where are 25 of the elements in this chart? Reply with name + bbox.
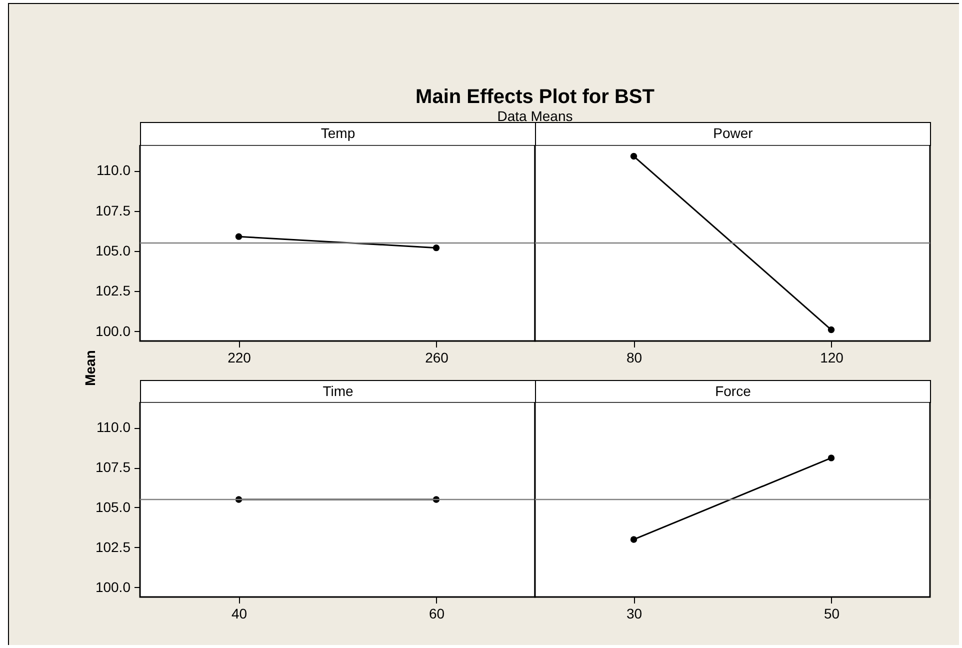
y-tick-label: 102.5 <box>95 538 131 555</box>
x-tick-label: 50 <box>824 606 840 622</box>
x-tick-label: 260 <box>425 350 449 366</box>
x-tick-label: 60 <box>428 606 445 622</box>
y-axis-title: Mean <box>82 349 98 388</box>
y-tick-label: 110.0 <box>96 162 131 178</box>
chart-subtitle: Data Means <box>496 108 574 124</box>
y-tick-label: 105.0 <box>95 498 131 515</box>
x-tick-label: 80 <box>626 350 642 366</box>
x-tick-label: 30 <box>626 606 642 622</box>
y-tick-label: 100.0 <box>95 578 131 595</box>
x-axis-title: Power <box>713 125 753 141</box>
y-tick-label: 107.5 <box>95 459 131 476</box>
y-tick-label: 105.0 <box>95 242 131 259</box>
x-tick-label: 120 <box>820 350 844 366</box>
y-tick-label: 107.5 <box>95 202 131 218</box>
y-tick-label: 100.0 <box>95 322 131 339</box>
x-tick-label: 220 <box>228 350 252 366</box>
y-tick-label: 102.5 <box>95 282 131 299</box>
x-axis-title: Time <box>140 380 536 403</box>
x-tick-label: 40 <box>231 606 248 622</box>
x-axis-title: Temp <box>320 125 356 141</box>
chart-title: Main Effects Plot for BST <box>414 86 656 109</box>
x-axis-title: Force <box>535 380 931 403</box>
y-tick-label: 110.0 <box>96 419 131 436</box>
